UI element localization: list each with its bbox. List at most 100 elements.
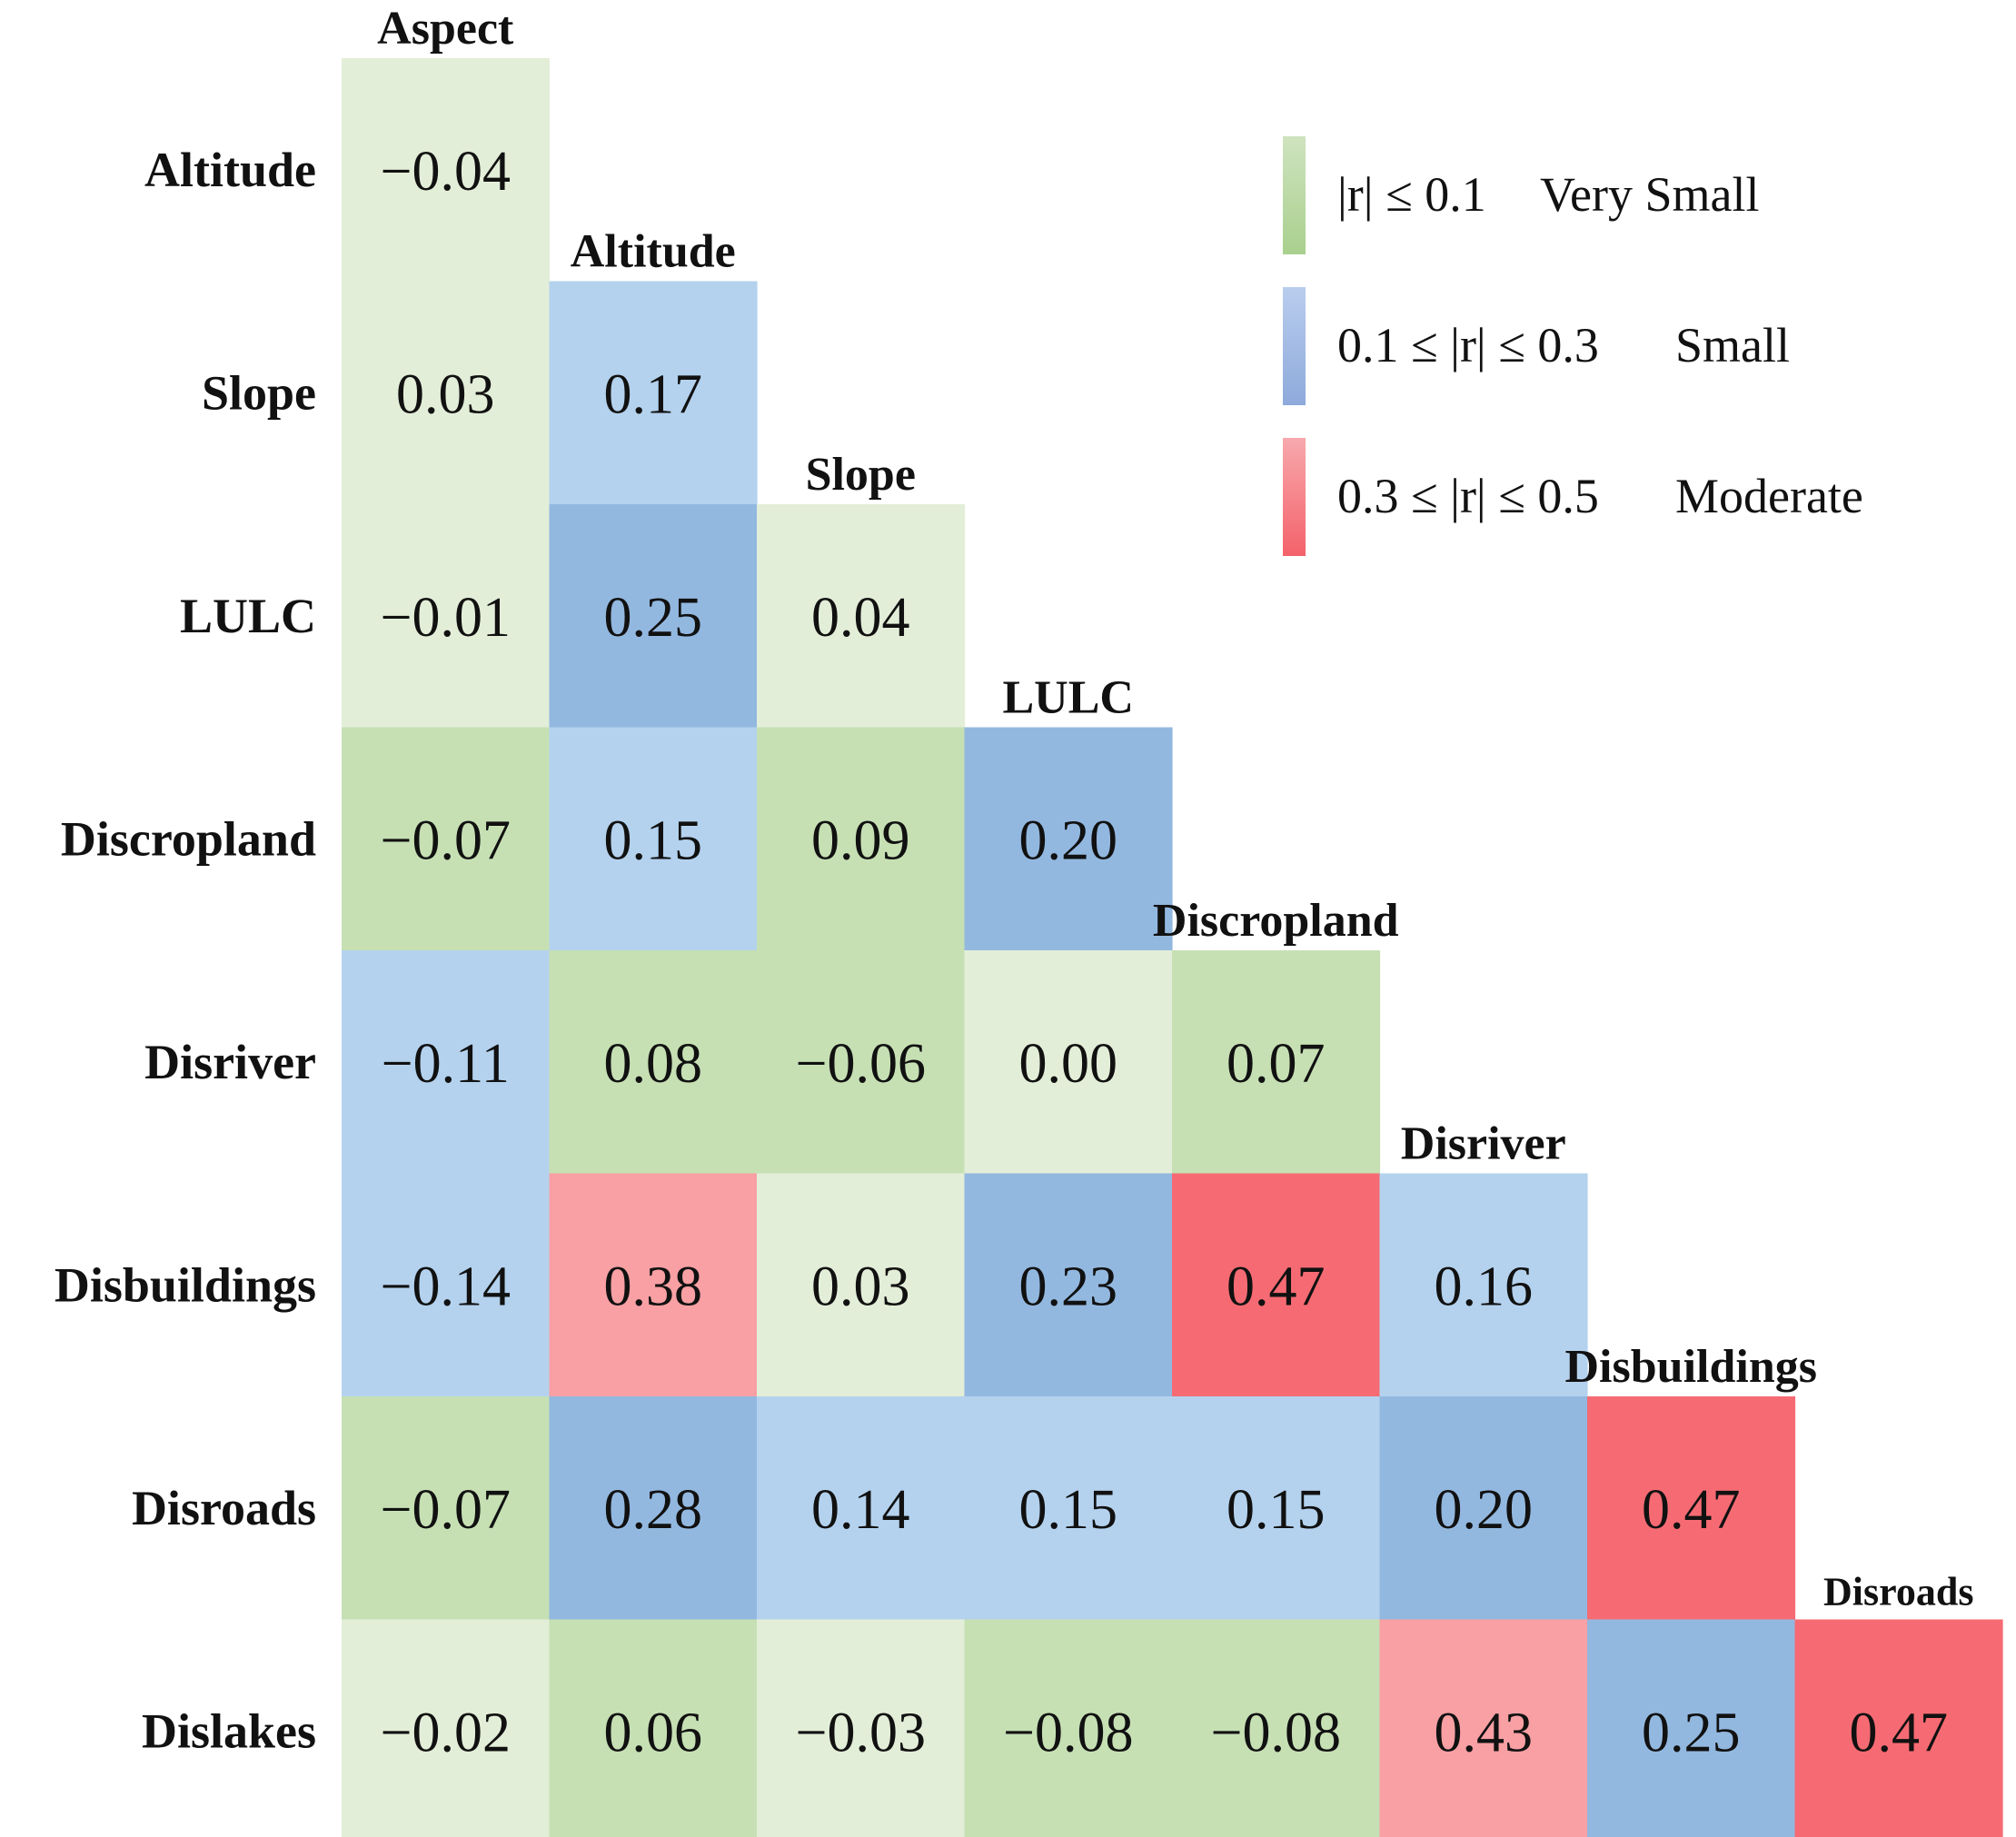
heatmap-cells [342,58,2003,1837]
cell-value-label: 0.00 [1019,1033,1118,1095]
heatmap-cell [964,1396,1173,1621]
cell-value-label: 0.28 [604,1479,703,1541]
legend-label: Small [1675,318,1790,372]
cell-value-label: −0.08 [1211,1702,1341,1763]
cell-value-label: 0.07 [1226,1033,1326,1095]
cell-value-label: 0.09 [811,809,910,871]
cell-value-label: 0.14 [811,1479,910,1541]
column-labels: Aspect Altitude Slope LULC Discropland Disriv… [377,3,1973,1614]
heatmap-cell [549,1173,758,1397]
cell-value-label: 0.23 [1019,1256,1118,1317]
column-label: Altitude [571,226,736,278]
row-label: Dislakes [142,1703,316,1758]
heatmap-cell [757,727,966,951]
cell-value-label: 0.38 [604,1256,703,1317]
cell-value-label: 0.20 [1019,809,1118,871]
cell-value-label: 0.43 [1435,1702,1534,1763]
cell-value-label: 0.16 [1435,1256,1534,1317]
heatmap-cell [342,1173,551,1397]
heatmap-cell [964,1619,1173,1837]
row-label: Disriver [144,1035,316,1089]
column-label: Disriver [1401,1118,1566,1170]
column-label: Slope [806,449,916,501]
legend-swatch [1283,438,1306,556]
cell-value-label: −0.07 [381,1479,511,1541]
cell-value-label: 0.47 [1226,1256,1326,1317]
heatmap-cell [964,950,1173,1175]
heatmap-cell [757,950,966,1175]
cell-value-label: 0.25 [604,587,703,649]
heatmap-cell [1587,1396,1796,1621]
column-label: Disroads [1823,1570,1973,1614]
cell-value-label: 0.47 [1850,1702,1949,1763]
heatmap-cell [549,727,758,951]
heatmap-cell [342,281,551,505]
cell-value-label: 0.03 [811,1256,910,1317]
legend-label: Very Small [1540,167,1759,222]
heatmap-cell [757,1396,966,1621]
legend-swatch [1283,287,1306,405]
heatmap-cell [342,504,551,729]
heatmap-cell [549,504,758,729]
heatmap-cell [1379,1619,1588,1837]
heatmap-cell [1794,1619,2003,1837]
heatmap-cell [342,58,551,283]
column-label: Discropland [1153,895,1399,947]
heatmap-cell [1172,1619,1381,1837]
heatmap-cell [342,1619,551,1837]
legend-range: |r| ≤ 0.1 [1337,167,1486,222]
legend-label: Moderate [1675,469,1863,523]
heatmap-cell [964,1173,1173,1397]
row-label: Slope [202,365,316,420]
heatmap-cell [1172,1396,1381,1621]
cell-value-label: 0.04 [811,587,910,649]
heatmap-cell [757,1173,966,1397]
row-label: Disroads [132,1481,316,1535]
cell-value-label: 0.15 [1226,1479,1326,1541]
heatmap-cell [1172,950,1381,1175]
cell-value-label: −0.07 [381,809,511,871]
cell-value-label: 0.03 [396,363,495,425]
heatmap-cell [549,1619,758,1837]
heatmap-cell [549,281,758,505]
cell-value-label: 0.15 [1019,1479,1118,1541]
legend: |r| ≤ 0.1 Very Small 0.1 ≤ |r| ≤ 0.3 Small 0… [1283,136,1863,556]
heatmap-cell [342,950,551,1175]
cell-value-label: −0.03 [796,1702,926,1763]
heatmap-cell [549,950,758,1175]
heatmap-cell [342,727,551,951]
row-label: Disbuildings [55,1257,316,1312]
cell-value-label: 0.15 [604,809,703,871]
column-label: Aspect [377,3,514,55]
cell-value-label: 0.17 [604,363,703,425]
cell-value-label: −0.02 [381,1702,511,1763]
cell-value-label: −0.11 [382,1033,510,1095]
heatmap-cell [757,1619,966,1837]
legend-range: 0.3 ≤ |r| ≤ 0.5 [1337,469,1599,523]
cell-value-label: −0.06 [796,1033,926,1095]
heatmap-cell [1172,1173,1381,1397]
heatmap-cell [549,1396,758,1621]
heatmap-cell [1587,1619,1796,1837]
cell-value-label: 0.08 [604,1033,703,1095]
heatmap-cell [964,727,1173,951]
row-label: Altitude [144,143,316,197]
row-labels: Altitude Slope LULC Discropland Disriver Disb… [55,143,316,1759]
heatmap-cell [1379,1396,1588,1621]
cell-value-label: 0.25 [1642,1702,1741,1763]
row-label: Discropland [61,811,316,866]
cell-value-label: 0.47 [1642,1479,1741,1541]
cell-value-label: 0.06 [604,1702,703,1763]
legend-range: 0.1 ≤ |r| ≤ 0.3 [1337,318,1599,372]
cell-value-label: 0.20 [1435,1479,1534,1541]
cell-value-label: −0.14 [381,1256,511,1317]
column-label: Disbuildings [1565,1341,1818,1393]
cell-value-label: −0.04 [381,141,511,203]
heatmap-cell [342,1396,551,1621]
cell-value-label: −0.01 [381,587,511,649]
legend-swatch [1283,136,1306,254]
row-label: LULC [180,589,316,643]
column-label: LULC [1003,672,1134,724]
heatmap-cell [1379,1173,1588,1397]
